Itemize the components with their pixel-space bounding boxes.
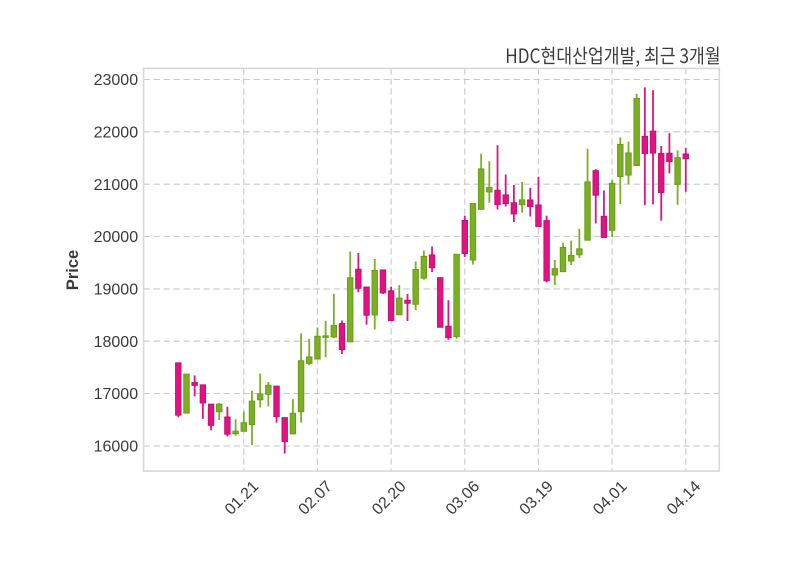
svg-text:20000: 20000	[94, 229, 139, 246]
svg-text:23000: 23000	[94, 72, 139, 89]
svg-text:19000: 19000	[94, 282, 139, 299]
svg-text:Price: Price	[64, 250, 82, 290]
svg-text:16000: 16000	[94, 439, 139, 456]
svg-text:22000: 22000	[94, 124, 139, 141]
svg-text:17000: 17000	[94, 386, 139, 403]
svg-text:18000: 18000	[94, 334, 139, 351]
svg-text:21000: 21000	[94, 177, 139, 194]
